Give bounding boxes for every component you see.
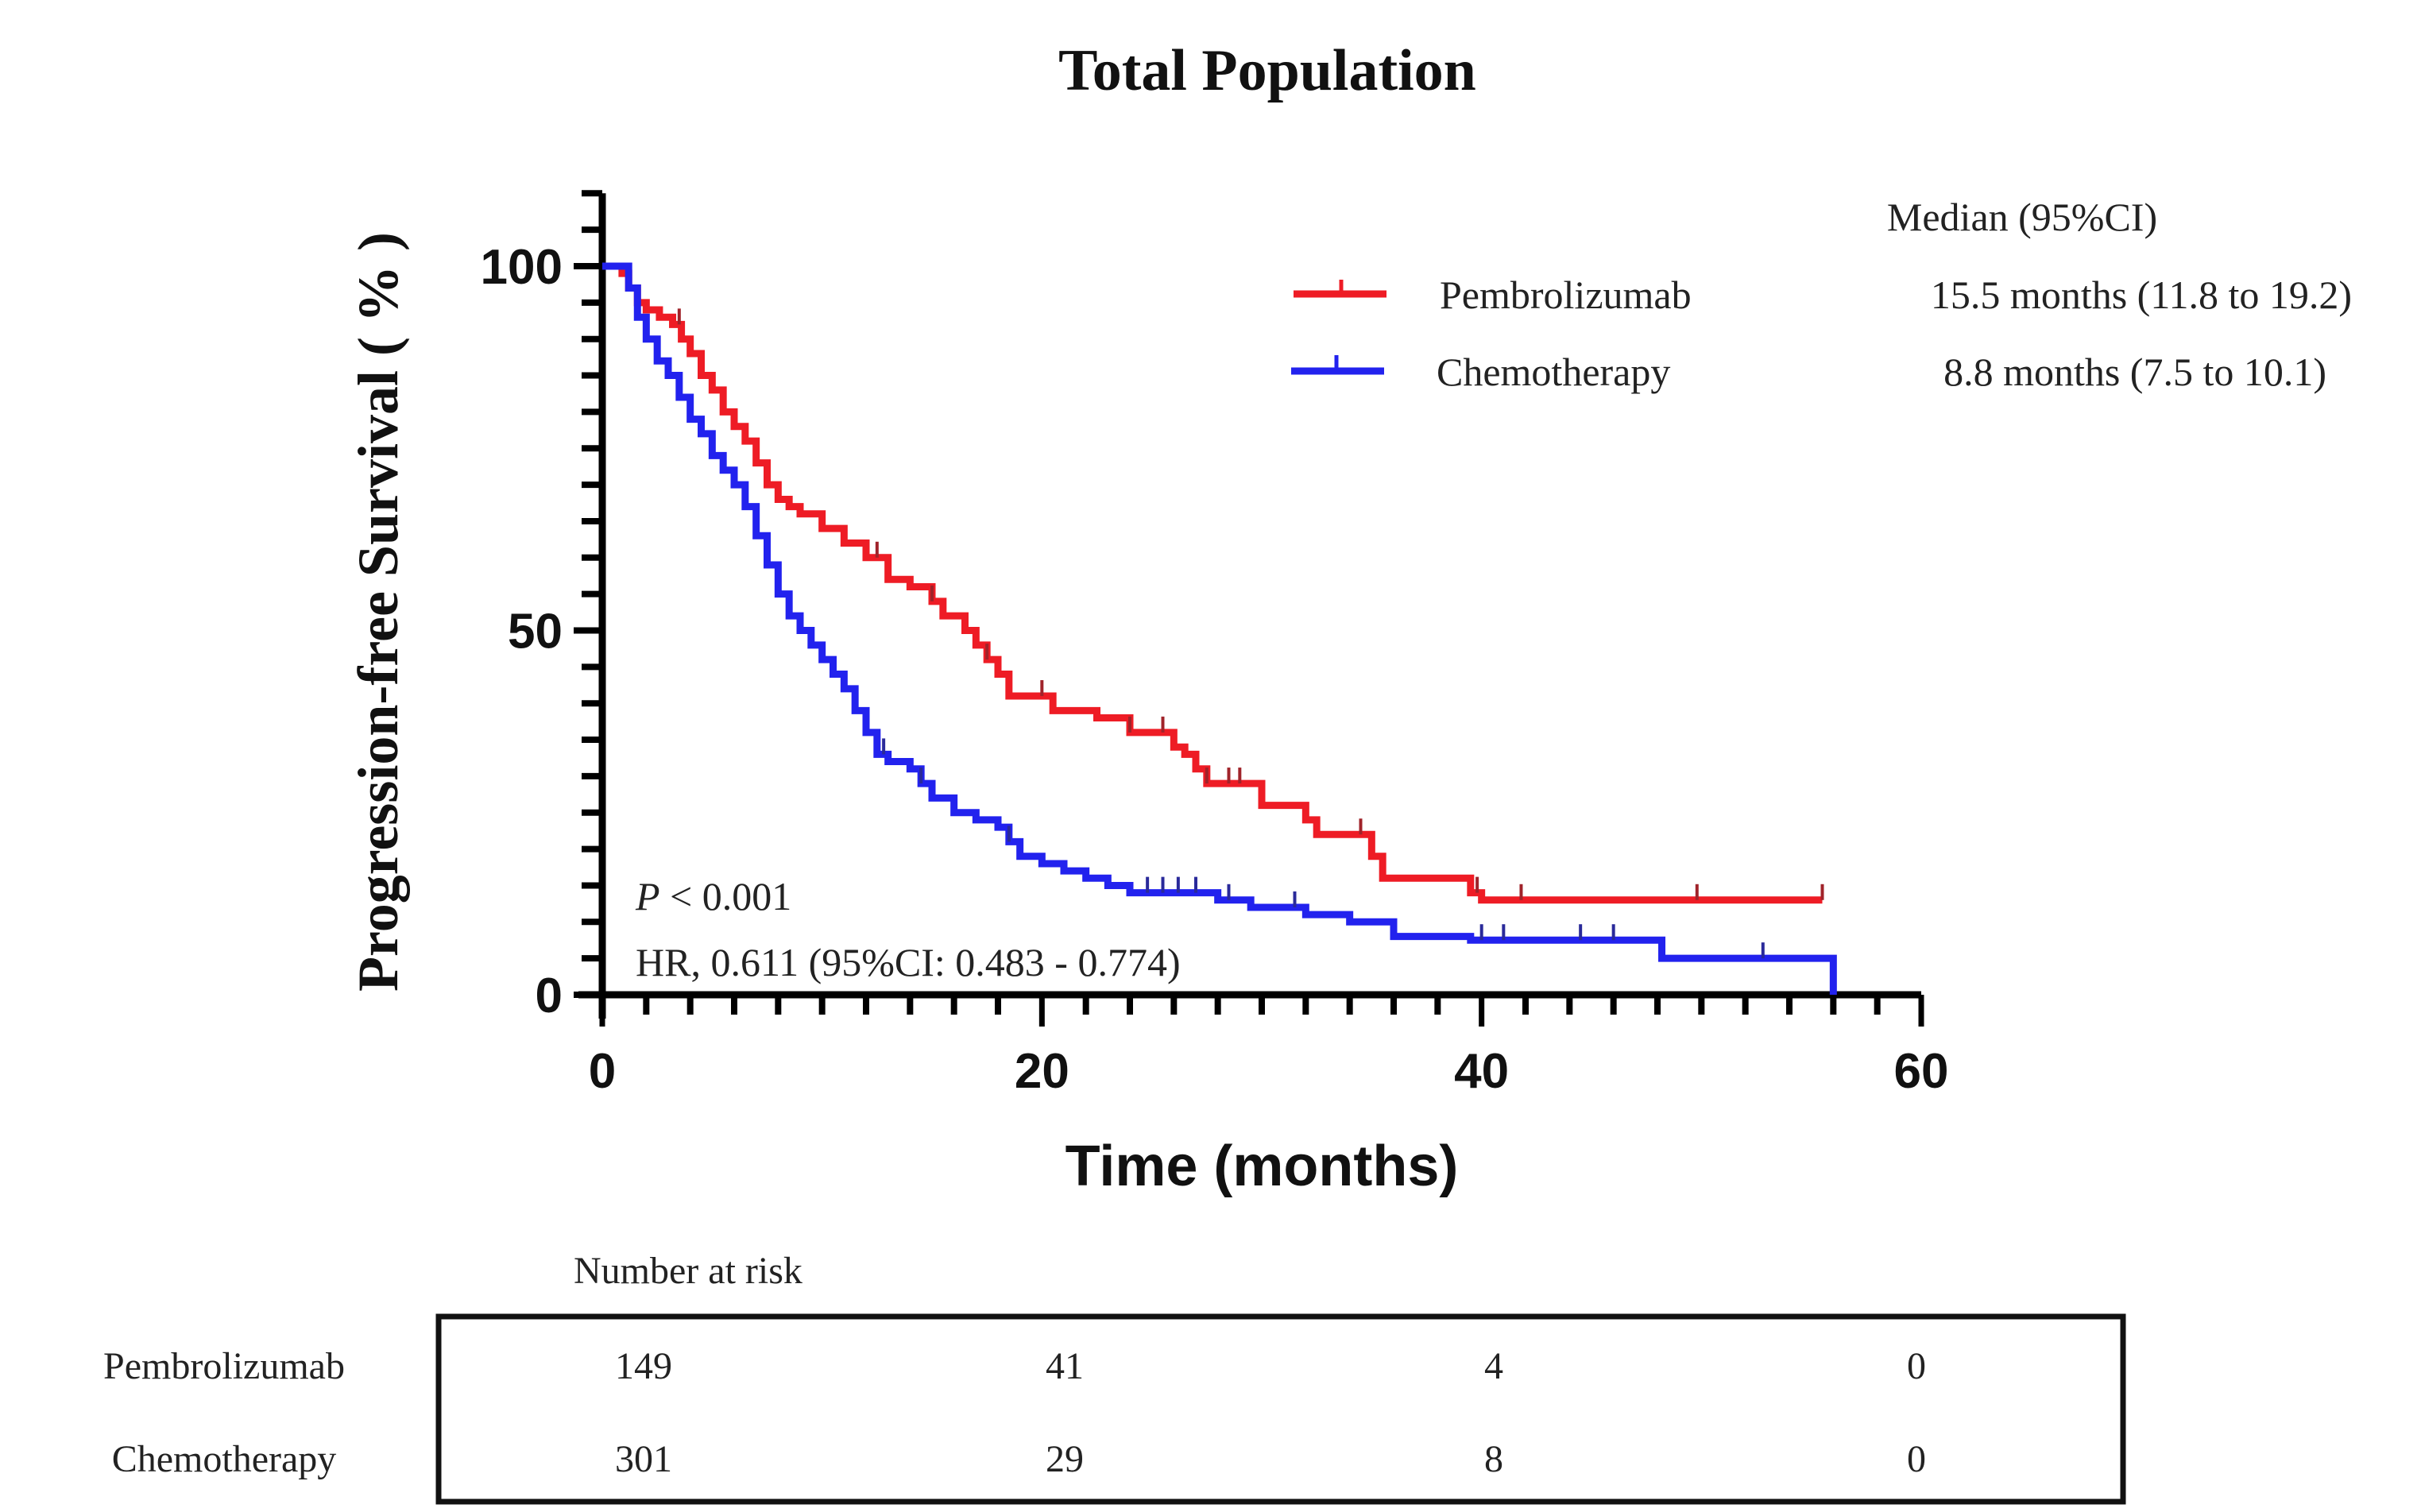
- x-tick-label: 60: [1894, 1044, 1949, 1099]
- y-tick-label: 50: [508, 605, 563, 659]
- legend-median-chemotherapy: 8.8 months (7.5 to 10.1): [1943, 350, 2326, 394]
- legend: Median (95%CI) Pembrolizumab 15.5 months…: [1291, 195, 2352, 394]
- risk-table: Number at risk Pembrolizumab Chemotherap…: [103, 1250, 2126, 1505]
- risk-table-box: [435, 1313, 2126, 1505]
- x-tick-label: 40: [1454, 1044, 1509, 1099]
- risk-cell-pembrolizumab: 4: [1484, 1345, 1503, 1387]
- risk-cell-chemotherapy: 301: [615, 1438, 672, 1480]
- risk-cell-pembrolizumab: 41: [1046, 1345, 1084, 1387]
- risk-table-title: Number at risk: [574, 1250, 802, 1292]
- legend-median-pembrolizumab: 15.5 months (11.8 to 19.2): [1931, 273, 2352, 317]
- x-tick-label: 20: [1015, 1044, 1069, 1099]
- censor-marks: [677, 308, 1824, 959]
- risk-cell-chemotherapy: 29: [1046, 1438, 1084, 1480]
- legend-header: Median (95%CI): [1887, 195, 2157, 239]
- risk-table-cells: 149 41 4 0 301 29 8 0: [615, 1345, 1926, 1480]
- x-tick-label: 0: [589, 1044, 616, 1099]
- risk-row-label-chemotherapy: Chemotherapy: [112, 1438, 337, 1480]
- risk-cell-pembrolizumab: 149: [615, 1345, 672, 1387]
- chart-title: Total Population: [1058, 38, 1476, 103]
- risk-cell-pembrolizumab: 0: [1907, 1345, 1926, 1387]
- risk-row-label-pembrolizumab: Pembrolizumab: [103, 1345, 345, 1387]
- axes: 0 50 100 0 20 40 60: [481, 190, 1949, 1099]
- p-symbol: P: [635, 874, 660, 918]
- legend-entry-pembrolizumab: Pembrolizumab 15.5 months (11.8 to 19.2): [1294, 273, 2352, 317]
- risk-cell-chemotherapy: 8: [1484, 1438, 1503, 1480]
- risk-cell-chemotherapy: 0: [1907, 1438, 1926, 1480]
- y-tick-label: 0: [536, 969, 563, 1023]
- legend-label-chemotherapy: Chemotherapy: [1437, 350, 1670, 394]
- legend-label-pembrolizumab: Pembrolizumab: [1440, 273, 1692, 317]
- p-value: < 0.001: [660, 874, 792, 918]
- hazard-ratio-annotation: HR, 0.611 (95%CI: 0.483 - 0.774): [636, 940, 1181, 984]
- p-value-annotation: P < 0.001: [635, 874, 791, 918]
- y-tick-label: 100: [481, 240, 563, 295]
- legend-entry-chemotherapy: Chemotherapy 8.8 months (7.5 to 10.1): [1291, 350, 2326, 394]
- y-axis-label: Progression-free Survival ( % ): [346, 232, 410, 992]
- x-axis-label: Time (months): [1065, 1135, 1459, 1198]
